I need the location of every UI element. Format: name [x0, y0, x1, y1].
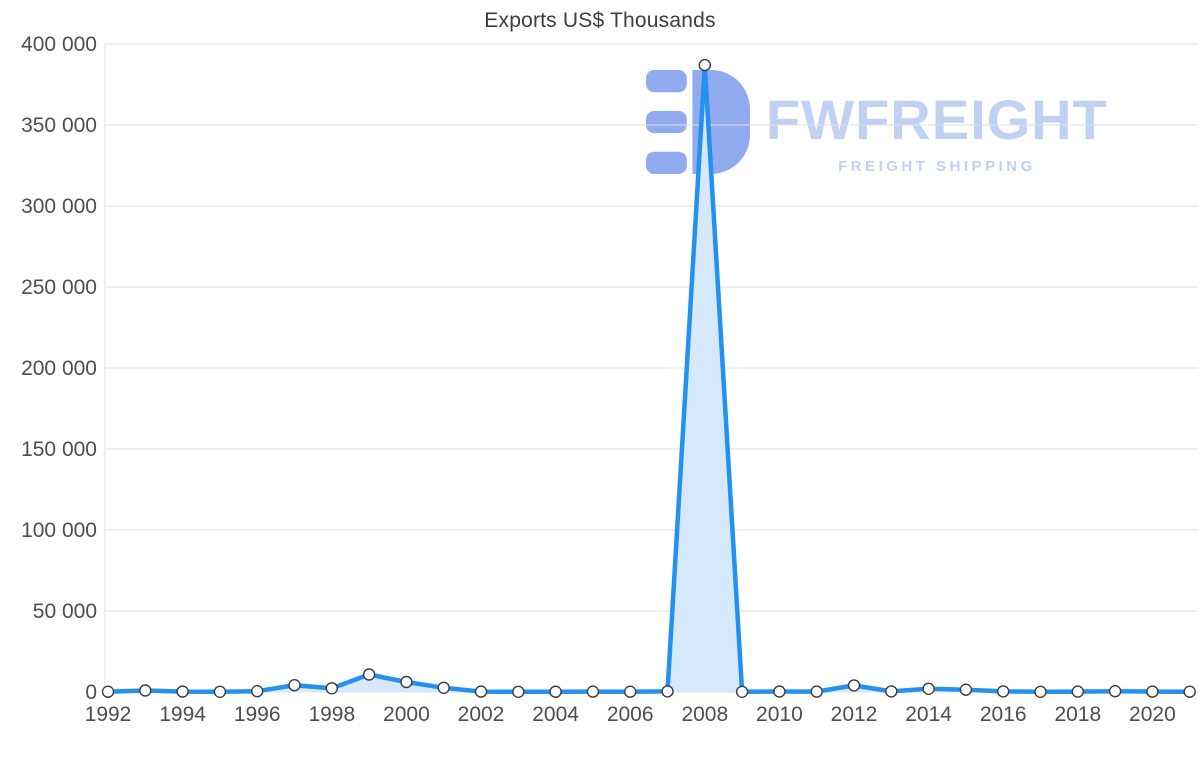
y-axis-tick-label: 350 000 [21, 114, 97, 137]
data-point-marker[interactable] [1108, 685, 1122, 698]
x-axis-tick-label: 2012 [831, 703, 878, 726]
data-point-marker[interactable] [176, 685, 189, 698]
data-point-marker[interactable] [512, 685, 525, 698]
x-axis-tick-label: 1992 [85, 703, 132, 726]
watermark-brand: FWFREIGHT [766, 88, 1108, 151]
data-point-marker[interactable] [1034, 685, 1047, 698]
y-axis-tick-label: 200 000 [21, 357, 97, 380]
x-axis-tick-label: 2010 [756, 703, 803, 726]
data-point-marker[interactable] [101, 685, 115, 698]
data-point-marker[interactable] [810, 685, 823, 698]
data-point-marker[interactable] [959, 683, 973, 696]
x-axis-tick-label: 2004 [532, 703, 579, 726]
data-point-marker[interactable] [549, 685, 562, 698]
y-axis-tick-label: 100 000 [21, 519, 97, 542]
x-axis-tick-label: 2016 [980, 703, 1027, 726]
watermark-tagline: FREIGHT SHIPPING [838, 158, 1036, 175]
data-point-marker[interactable] [661, 685, 674, 698]
data-point-marker[interactable] [139, 684, 152, 697]
data-point-marker[interactable] [624, 685, 637, 698]
data-point-marker[interactable] [847, 679, 861, 692]
data-point-marker[interactable] [773, 685, 786, 698]
x-axis-tick-label: 2008 [681, 703, 728, 726]
y-axis-tick-label: 400 000 [21, 33, 97, 56]
data-point-marker[interactable] [251, 685, 264, 698]
chart-title: Exports US$ Thousands [484, 9, 716, 32]
y-axis-tick-label: 250 000 [21, 276, 97, 299]
data-point-marker[interactable] [325, 682, 338, 695]
y-axis-tick-label: 150 000 [21, 438, 97, 461]
data-point-marker[interactable] [1071, 685, 1085, 698]
series-line [105, 62, 1192, 695]
x-axis-tick-label: 2002 [458, 703, 505, 726]
data-point-marker[interactable] [885, 685, 898, 698]
data-point-marker[interactable] [437, 681, 450, 694]
data-point-marker[interactable] [1146, 685, 1159, 698]
y-axis-tick-label: 300 000 [21, 195, 97, 218]
x-axis-tick-label: 2006 [607, 703, 654, 726]
data-point-marker[interactable] [362, 668, 376, 681]
x-axis-tick-label: 1998 [308, 703, 355, 726]
data-point-marker[interactable] [698, 58, 711, 72]
watermark-text: FWFREIGHT FREIGHT SHIPPING [766, 88, 1108, 176]
series-area [108, 65, 1190, 693]
x-axis-tick-label: 1996 [234, 703, 281, 726]
x-axis-tick-label: 2018 [1054, 703, 1101, 726]
data-point-marker[interactable] [288, 679, 301, 692]
x-axis-tick-label: 2020 [1129, 703, 1176, 726]
data-point-marker[interactable] [474, 685, 488, 698]
data-point-marker[interactable] [586, 685, 600, 698]
x-axis-tick-label: 2000 [383, 703, 430, 726]
x-axis-tick-label: 2014 [905, 703, 952, 726]
y-axis-tick-label: 0 [85, 681, 97, 704]
data-point-marker[interactable] [1183, 685, 1196, 698]
data-point-marker[interactable] [997, 685, 1010, 698]
data-point-marker[interactable] [922, 682, 935, 695]
data-point-marker[interactable] [213, 685, 227, 698]
y-axis-tick-label: 50 000 [33, 600, 97, 623]
data-point-marker[interactable] [735, 685, 749, 698]
x-axis-tick-label: 1994 [159, 703, 206, 726]
data-point-marker[interactable] [400, 675, 413, 689]
